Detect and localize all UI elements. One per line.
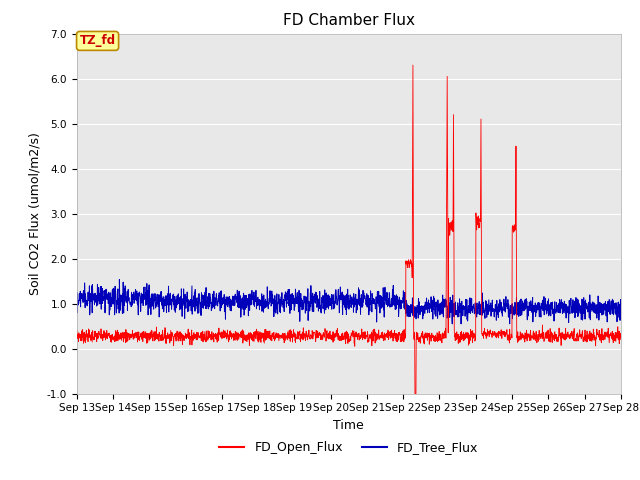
Title: FD Chamber Flux: FD Chamber Flux: [283, 13, 415, 28]
Y-axis label: Soil CO2 Flux (umol/m2/s): Soil CO2 Flux (umol/m2/s): [28, 132, 41, 295]
X-axis label: Time: Time: [333, 419, 364, 432]
Legend: FD_Open_Flux, FD_Tree_Flux: FD_Open_Flux, FD_Tree_Flux: [214, 436, 483, 459]
Text: TZ_fd: TZ_fd: [79, 35, 116, 48]
